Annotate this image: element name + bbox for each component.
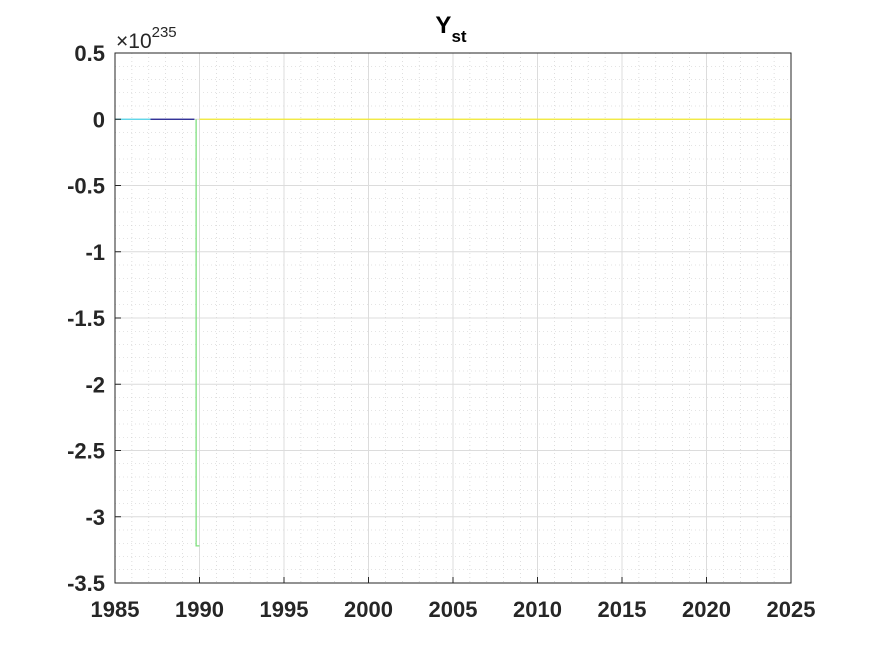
chart-title-subscript: st: [451, 27, 466, 46]
x-axis: 1985 1990 1995 2000 2005 2010 2015 2020 2025: [91, 577, 816, 622]
chart-title: Yst: [435, 12, 466, 46]
y-tick-label: 0: [93, 107, 105, 132]
x-tick-label: 2010: [513, 597, 562, 622]
y-axis: 0.5 0 -0.5 -1 -1.5 -2 -2.5 -3 -3.5: [67, 41, 121, 596]
x-tick-label: 1990: [175, 597, 224, 622]
x-tick-label: 2005: [429, 597, 478, 622]
y-tick-label: -3.5: [67, 571, 105, 596]
x-tick-label: 2020: [682, 597, 731, 622]
y-tick-label: -2.5: [67, 439, 105, 464]
y-exponent: ×10235: [116, 24, 177, 53]
x-tick-label: 1995: [260, 597, 309, 622]
y-exponent-power: 235: [152, 24, 177, 41]
y-tick-label: -2: [85, 372, 105, 397]
chart-title-main: Y: [435, 12, 451, 39]
series-line: [195, 119, 200, 547]
x-tick-label: 2025: [767, 597, 816, 622]
y-exponent-multiplier: ×10: [116, 30, 152, 53]
series-layer: [115, 118, 791, 547]
y-tick-label: -3: [85, 505, 105, 530]
y-tick-label: -1.5: [67, 306, 105, 331]
y-tick-label: -0.5: [67, 174, 105, 199]
y-tick-label: 0.5: [74, 41, 105, 66]
x-tick-label: 2000: [344, 597, 393, 622]
x-tick-label: 2015: [598, 597, 647, 622]
y-tick-label: -1: [85, 240, 105, 265]
x-tick-label: 1985: [91, 597, 140, 622]
